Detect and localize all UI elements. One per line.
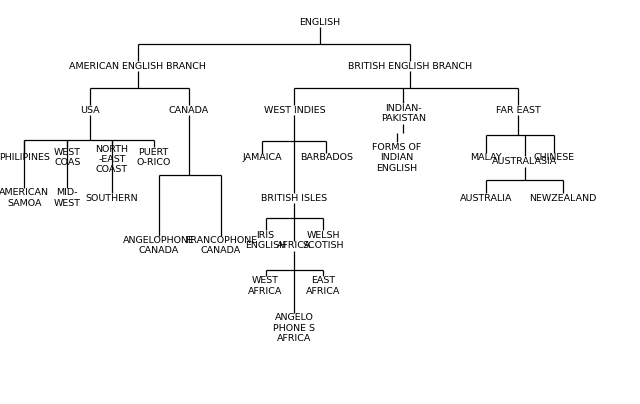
Text: IRIS
ENGLISH: IRIS ENGLISH	[245, 231, 286, 250]
Text: USA: USA	[80, 105, 99, 115]
Text: MID-
WEST: MID- WEST	[54, 188, 81, 208]
Text: FORMS OF
INDIAN
ENGLISH: FORMS OF INDIAN ENGLISH	[372, 143, 421, 173]
Text: ANGELOPHONE
CANADA: ANGELOPHONE CANADA	[123, 236, 195, 255]
Text: AUSTRALIA: AUSTRALIA	[460, 194, 513, 202]
Text: AUSTRALASIA: AUSTRALASIA	[492, 157, 557, 166]
Text: AMERICAN
SAMOA: AMERICAN SAMOA	[0, 188, 49, 208]
Text: BRITISH ISLES: BRITISH ISLES	[261, 194, 328, 202]
Text: BARBADOS: BARBADOS	[300, 153, 353, 162]
Text: CANADA: CANADA	[169, 105, 209, 115]
Text: WEST INDIES: WEST INDIES	[264, 105, 325, 115]
Text: NORTH
-EAST
COAST: NORTH -EAST COAST	[95, 145, 129, 175]
Text: WEST
AFRICA: WEST AFRICA	[248, 276, 283, 296]
Text: ANGELO
PHONE S
AFRICA: ANGELO PHONE S AFRICA	[273, 314, 316, 343]
Text: NEWZEALAND: NEWZEALAND	[529, 194, 597, 202]
Text: FAR EAST: FAR EAST	[496, 105, 541, 115]
Text: The relationship between a numbers of different languages: The relationship between a numbers of di…	[27, 377, 613, 394]
Text: PHILIPINES: PHILIPINES	[0, 153, 50, 162]
Text: WEST
COAS: WEST COAS	[54, 148, 81, 167]
Text: AFRICA: AFRICA	[277, 241, 312, 250]
Text: EAST
AFRICA: EAST AFRICA	[306, 276, 340, 296]
Text: AMERICAN ENGLISH BRANCH: AMERICAN ENGLISH BRANCH	[69, 61, 206, 71]
Text: FRANCOPHONE
CANADA: FRANCOPHONE CANADA	[185, 236, 257, 255]
Text: JAMAICA: JAMAICA	[243, 153, 282, 162]
Text: BRITISH ENGLISH BRANCH: BRITISH ENGLISH BRANCH	[348, 61, 472, 71]
Text: PUERT
O-RICO: PUERT O-RICO	[136, 148, 171, 167]
Text: MALAY: MALAY	[470, 153, 502, 162]
Text: ENGLISH: ENGLISH	[300, 17, 340, 27]
Text: CHINESE: CHINESE	[533, 153, 574, 162]
Text: WELSH
SCOTISH: WELSH SCOTISH	[303, 231, 344, 250]
Text: SOUTHERN: SOUTHERN	[86, 194, 138, 202]
Text: INDIAN-
PAKISTAN: INDIAN- PAKISTAN	[381, 104, 426, 123]
